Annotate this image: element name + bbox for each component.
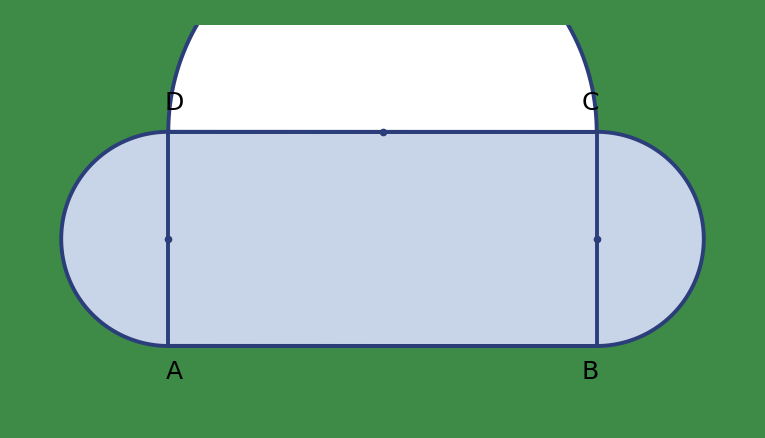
Polygon shape xyxy=(168,0,597,132)
Text: B: B xyxy=(582,360,599,384)
Text: D: D xyxy=(164,91,184,115)
Polygon shape xyxy=(61,132,704,346)
Text: A: A xyxy=(166,360,183,384)
Text: C: C xyxy=(582,91,599,115)
